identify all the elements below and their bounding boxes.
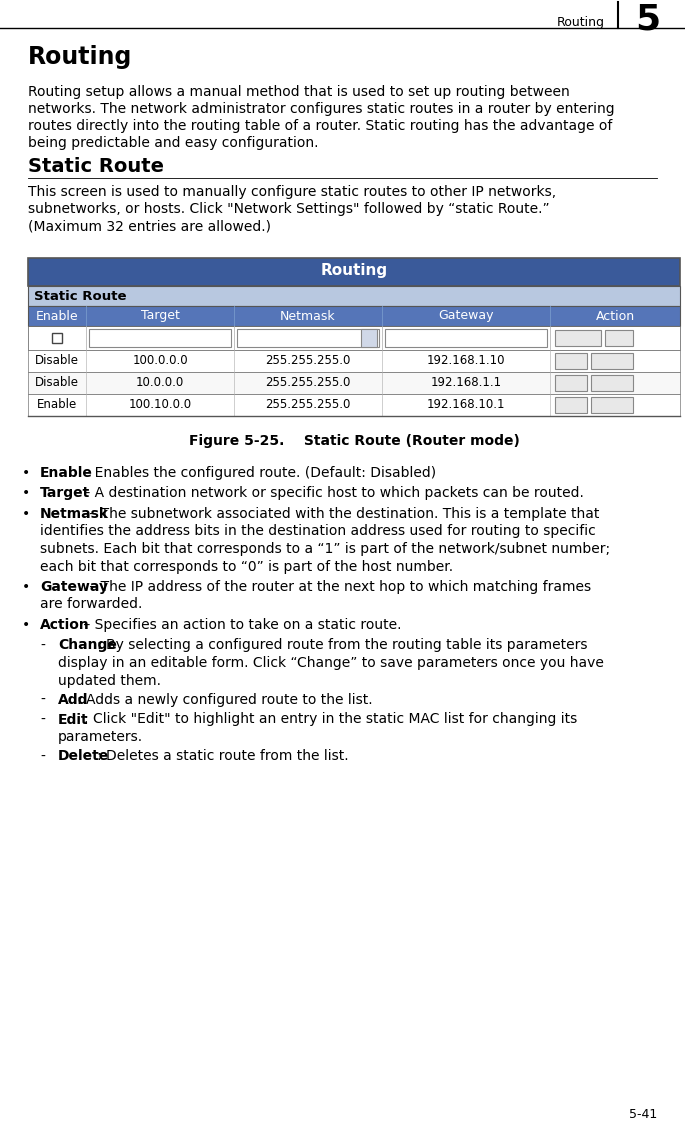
Bar bbox=[605, 330, 633, 346]
Bar bbox=[28, 350, 680, 372]
Bar bbox=[555, 375, 587, 391]
Text: parameters.: parameters. bbox=[58, 730, 143, 745]
Text: 255.255.255.0: 255.255.255.0 bbox=[265, 399, 351, 411]
Text: are forwarded.: are forwarded. bbox=[40, 597, 142, 612]
Bar bbox=[28, 286, 680, 305]
Text: Add: Add bbox=[58, 693, 88, 707]
Bar bbox=[591, 375, 633, 391]
Bar bbox=[237, 329, 379, 347]
Text: 255.255.255.0: 255.255.255.0 bbox=[265, 355, 351, 367]
Text: networks. The network administrator configures static routes in a router by ente: networks. The network administrator conf… bbox=[28, 102, 614, 116]
Bar bbox=[555, 398, 587, 413]
Text: 100.0.0.0: 100.0.0.0 bbox=[132, 355, 188, 367]
Text: Disable: Disable bbox=[35, 376, 79, 390]
Text: -: - bbox=[40, 749, 45, 764]
Text: Edit: Edit bbox=[561, 400, 581, 410]
Text: Routing: Routing bbox=[28, 45, 132, 69]
Bar bbox=[28, 258, 680, 286]
Bar bbox=[361, 329, 377, 347]
Text: This screen is used to manually configure static routes to other IP networks,: This screen is used to manually configur… bbox=[28, 185, 556, 199]
Text: identifies the address bits in the destination address used for routing to speci: identifies the address bits in the desti… bbox=[40, 524, 596, 539]
Text: Target: Target bbox=[40, 486, 90, 501]
Text: : Click "Edit" to highlight an entry in the static MAC list for changing its: : Click "Edit" to highlight an entry in … bbox=[84, 712, 577, 727]
Text: v: v bbox=[366, 334, 372, 343]
Text: – Specifies an action to take on a static route.: – Specifies an action to take on a stati… bbox=[79, 618, 401, 632]
Bar bbox=[28, 394, 680, 416]
Text: Routing setup allows a manual method that is used to set up routing between: Routing setup allows a manual method tha… bbox=[28, 85, 570, 99]
Text: 5: 5 bbox=[636, 3, 660, 37]
Text: •: • bbox=[22, 579, 30, 594]
Text: Edit: Edit bbox=[58, 712, 88, 727]
Bar bbox=[28, 326, 680, 350]
Text: Disable: Disable bbox=[35, 355, 79, 367]
Bar bbox=[385, 329, 547, 347]
Text: Routing: Routing bbox=[557, 16, 605, 29]
Bar bbox=[28, 372, 680, 394]
Text: Add: Add bbox=[609, 334, 629, 343]
Text: -: - bbox=[40, 712, 45, 727]
Text: Edit: Edit bbox=[561, 356, 581, 366]
Text: Delete: Delete bbox=[595, 378, 629, 389]
Bar bbox=[555, 353, 587, 369]
Text: 192.168.1.1: 192.168.1.1 bbox=[430, 376, 501, 390]
Text: : Deletes a static route from the list.: : Deletes a static route from the list. bbox=[97, 749, 349, 764]
Text: – Enables the configured route. (Default: Disabled): – Enables the configured route. (Default… bbox=[79, 466, 436, 480]
Text: •: • bbox=[22, 486, 30, 501]
Text: -: - bbox=[40, 639, 45, 652]
Text: 255.255.255.0: 255.255.255.0 bbox=[265, 376, 351, 390]
Text: each bit that corresponds to “0” is part of the host number.: each bit that corresponds to “0” is part… bbox=[40, 559, 453, 574]
Text: Delete: Delete bbox=[58, 749, 109, 764]
Text: •: • bbox=[22, 506, 30, 521]
Bar bbox=[89, 329, 231, 347]
Text: – The IP address of the router at the next hop to which matching frames: – The IP address of the router at the ne… bbox=[86, 579, 592, 594]
Text: routes directly into the routing table of a router. Static routing has the advan: routes directly into the routing table o… bbox=[28, 119, 612, 133]
Text: •: • bbox=[22, 466, 30, 480]
Text: 255.255.255.0: 255.255.255.0 bbox=[240, 334, 316, 343]
Text: 192.168.1.10: 192.168.1.10 bbox=[427, 355, 506, 367]
Text: Routing: Routing bbox=[321, 264, 388, 279]
Text: Action: Action bbox=[40, 618, 90, 632]
Bar bbox=[555, 330, 601, 346]
Text: subnetworks, or hosts. Click "Network Settings" followed by “static Route.”: subnetworks, or hosts. Click "Network Se… bbox=[28, 202, 549, 216]
Text: Delete: Delete bbox=[595, 356, 629, 366]
Text: being predictable and easy configuration.: being predictable and easy configuration… bbox=[28, 136, 319, 150]
Text: Change: Change bbox=[558, 334, 598, 343]
Text: – The subnetwork associated with the destination. This is a template that: – The subnetwork associated with the des… bbox=[86, 506, 600, 521]
Text: (Maximum 32 entries are allowed.): (Maximum 32 entries are allowed.) bbox=[28, 219, 271, 232]
Text: Enable: Enable bbox=[36, 310, 78, 322]
Text: 10.0.0.0: 10.0.0.0 bbox=[136, 376, 184, 390]
Text: Action: Action bbox=[595, 310, 634, 322]
Text: 100.10.0.0: 100.10.0.0 bbox=[128, 399, 192, 411]
Text: Delete: Delete bbox=[595, 400, 629, 410]
Text: : By selecting a configured route from the routing table its parameters: : By selecting a configured route from t… bbox=[97, 639, 588, 652]
Text: Edit: Edit bbox=[561, 378, 581, 389]
Text: updated them.: updated them. bbox=[58, 674, 161, 687]
Text: display in an editable form. Click “Change” to save parameters once you have: display in an editable form. Click “Chan… bbox=[58, 656, 604, 670]
Text: Target: Target bbox=[140, 310, 179, 322]
Bar bbox=[28, 305, 680, 326]
Text: Gateway: Gateway bbox=[438, 310, 494, 322]
Text: subnets. Each bit that corresponds to a “1” is part of the network/subnet number: subnets. Each bit that corresponds to a … bbox=[40, 542, 610, 556]
Text: Enable: Enable bbox=[40, 466, 93, 480]
Text: Enable: Enable bbox=[37, 399, 77, 411]
Text: •: • bbox=[22, 618, 30, 632]
Bar bbox=[52, 334, 62, 343]
Text: : Adds a newly configured route to the list.: : Adds a newly configured route to the l… bbox=[77, 693, 373, 707]
Text: 192.168.10.1: 192.168.10.1 bbox=[427, 399, 506, 411]
Text: Change: Change bbox=[58, 639, 117, 652]
Text: – A destination network or specific host to which packets can be routed.: – A destination network or specific host… bbox=[79, 486, 584, 501]
Text: 5-41: 5-41 bbox=[629, 1108, 657, 1121]
Text: -: - bbox=[40, 693, 45, 707]
Bar bbox=[591, 353, 633, 369]
Text: Static Route: Static Route bbox=[28, 157, 164, 176]
Text: Netmask: Netmask bbox=[40, 506, 109, 521]
Text: Static Route: Static Route bbox=[34, 290, 127, 302]
Text: Gateway: Gateway bbox=[40, 579, 108, 594]
Text: Netmask: Netmask bbox=[280, 310, 336, 322]
Bar bbox=[591, 398, 633, 413]
Text: Figure 5-25.    Static Route (Router mode): Figure 5-25. Static Route (Router mode) bbox=[188, 433, 519, 448]
